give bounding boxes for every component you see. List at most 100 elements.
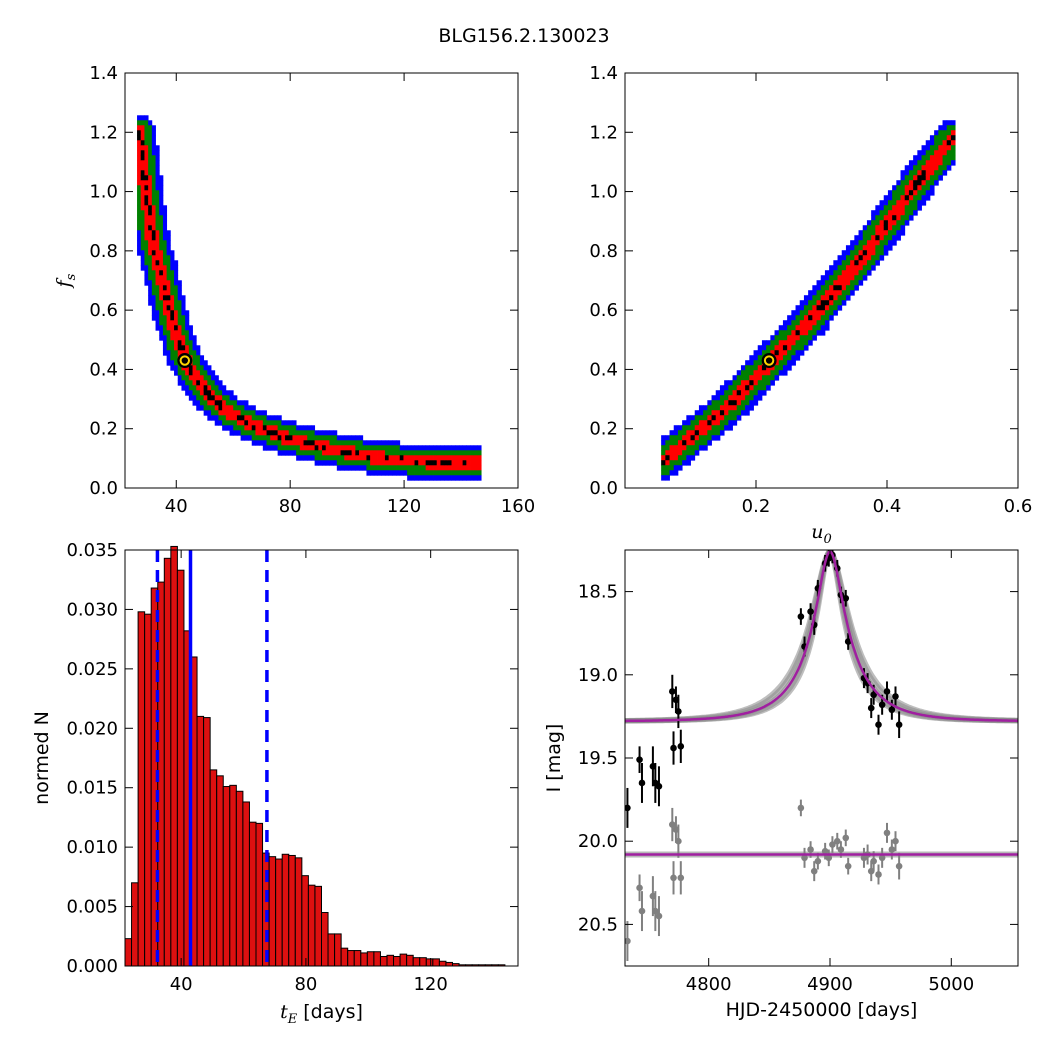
contour-cell-outer bbox=[686, 455, 691, 461]
contour-cell-mid bbox=[728, 410, 733, 416]
contour-cell-mid bbox=[137, 220, 142, 226]
contour-cell-mid bbox=[736, 375, 742, 381]
contour-cell-core bbox=[207, 390, 212, 396]
contour-cell-mid bbox=[203, 375, 208, 381]
contour-cell-mid bbox=[820, 315, 826, 321]
contour-cell-mid bbox=[854, 275, 859, 281]
contour-cell-mid bbox=[850, 255, 855, 261]
data-point bbox=[867, 704, 875, 712]
contour-cell-outer bbox=[879, 200, 885, 206]
contour-cell-inner bbox=[824, 295, 830, 301]
contour-cell-inner bbox=[325, 450, 330, 456]
contour-cell-outer bbox=[151, 150, 156, 156]
contour-cell-mid bbox=[787, 350, 792, 356]
contour-cell-inner bbox=[929, 155, 935, 161]
contour-cell-inner bbox=[148, 240, 153, 246]
hist-bar bbox=[176, 569, 185, 967]
contour-cell-mid bbox=[148, 125, 153, 131]
contour-cell-mid bbox=[251, 430, 256, 436]
contour-cell-mid bbox=[151, 275, 156, 281]
contour-cell-mid bbox=[770, 375, 775, 381]
contour-cell-mid bbox=[203, 370, 208, 376]
contour-cell-outer bbox=[159, 180, 164, 186]
contour-cell-inner bbox=[925, 175, 931, 181]
data-point bbox=[807, 608, 814, 615]
contour-cell-mid bbox=[255, 415, 260, 421]
contour-cell-mid bbox=[185, 335, 190, 341]
contour-cell-inner bbox=[174, 345, 179, 351]
contour-cell-inner bbox=[248, 425, 253, 431]
contour-cell-inner bbox=[144, 190, 149, 196]
contour-cell-mid bbox=[707, 405, 712, 411]
contour-cell-outer bbox=[871, 215, 876, 221]
contour-cell-inner bbox=[673, 455, 679, 461]
figure-title: BLG156.2.130023 bbox=[438, 25, 609, 47]
contour-cell-outer bbox=[694, 450, 700, 456]
contour-cell-mid bbox=[661, 465, 666, 471]
contour-cell-mid bbox=[850, 250, 855, 256]
contour-cell-outer bbox=[841, 250, 847, 256]
x-axis-label: HJD-2450000 [days] bbox=[726, 999, 918, 1021]
contour-cell-mid bbox=[799, 315, 805, 321]
contour-cell-mid bbox=[314, 435, 319, 441]
contour-cell-mid bbox=[682, 455, 687, 461]
contour-cell-core bbox=[447, 460, 452, 466]
contour-cell-inner bbox=[436, 465, 441, 471]
contour-cell-outer bbox=[151, 300, 156, 306]
contour-cell-inner bbox=[140, 125, 145, 131]
contour-cell-mid bbox=[370, 465, 375, 471]
contour-cell-inner bbox=[470, 460, 475, 466]
contour-cell-inner bbox=[259, 425, 264, 431]
contour-cell-inner bbox=[812, 315, 817, 321]
contour-cell-outer bbox=[929, 135, 935, 141]
contour-cell-mid bbox=[347, 460, 353, 466]
x-axis-label: tE [days] bbox=[280, 1001, 363, 1027]
contour-cell-mid bbox=[715, 405, 721, 411]
contour-cell-inner bbox=[749, 385, 754, 391]
contour-cell-inner bbox=[151, 240, 156, 246]
contour-cell-mid bbox=[854, 280, 859, 286]
hist-bar bbox=[222, 786, 231, 967]
contour-cell-outer bbox=[181, 380, 186, 386]
contour-cell-inner bbox=[155, 255, 160, 261]
contour-cell-mid bbox=[917, 190, 922, 196]
contour-cell-outer bbox=[148, 290, 153, 296]
contour-cell-inner bbox=[938, 160, 943, 166]
contour-cell-outer bbox=[155, 185, 160, 191]
contour-cell-outer bbox=[292, 420, 297, 426]
contour-cell-mid bbox=[791, 350, 796, 356]
contour-cell-mid bbox=[929, 175, 935, 181]
hist-bar bbox=[366, 951, 375, 967]
contour-cell-mid bbox=[199, 370, 205, 376]
contour-cell-inner bbox=[703, 430, 708, 436]
contour-cell-outer bbox=[782, 365, 788, 371]
contour-cell-outer bbox=[661, 435, 666, 441]
contour-cell-mid bbox=[673, 460, 679, 466]
contour-cell-inner bbox=[137, 170, 142, 176]
hist-bar bbox=[301, 875, 309, 967]
data-point bbox=[677, 874, 685, 882]
contour-cell-outer bbox=[791, 310, 796, 316]
contour-cell-inner bbox=[166, 325, 171, 331]
contour-cell-outer bbox=[749, 355, 754, 361]
contour-cell-mid bbox=[355, 445, 360, 451]
contour-cell-outer bbox=[950, 160, 956, 166]
contour-cell-mid bbox=[170, 285, 175, 291]
contour-cell-outer bbox=[677, 425, 683, 431]
contour-cell-core bbox=[148, 225, 153, 231]
contour-cell-outer bbox=[669, 430, 675, 436]
contour-cell-inner bbox=[803, 320, 809, 326]
contour-cell-inner bbox=[229, 405, 234, 411]
contour-cell-core bbox=[340, 450, 345, 456]
hist-bar bbox=[137, 611, 146, 967]
contour-cell-inner bbox=[421, 455, 427, 461]
contour-cell-outer bbox=[192, 345, 197, 351]
hist-bar bbox=[203, 717, 211, 967]
contour-cell-outer bbox=[803, 295, 809, 301]
contour-cell-outer bbox=[841, 255, 847, 261]
contour-cell-inner bbox=[803, 330, 809, 336]
contour-cell-inner bbox=[879, 230, 885, 236]
contour-cell-mid bbox=[875, 220, 880, 226]
contour-cell-outer bbox=[803, 300, 809, 306]
contour-cell-mid bbox=[753, 385, 759, 391]
